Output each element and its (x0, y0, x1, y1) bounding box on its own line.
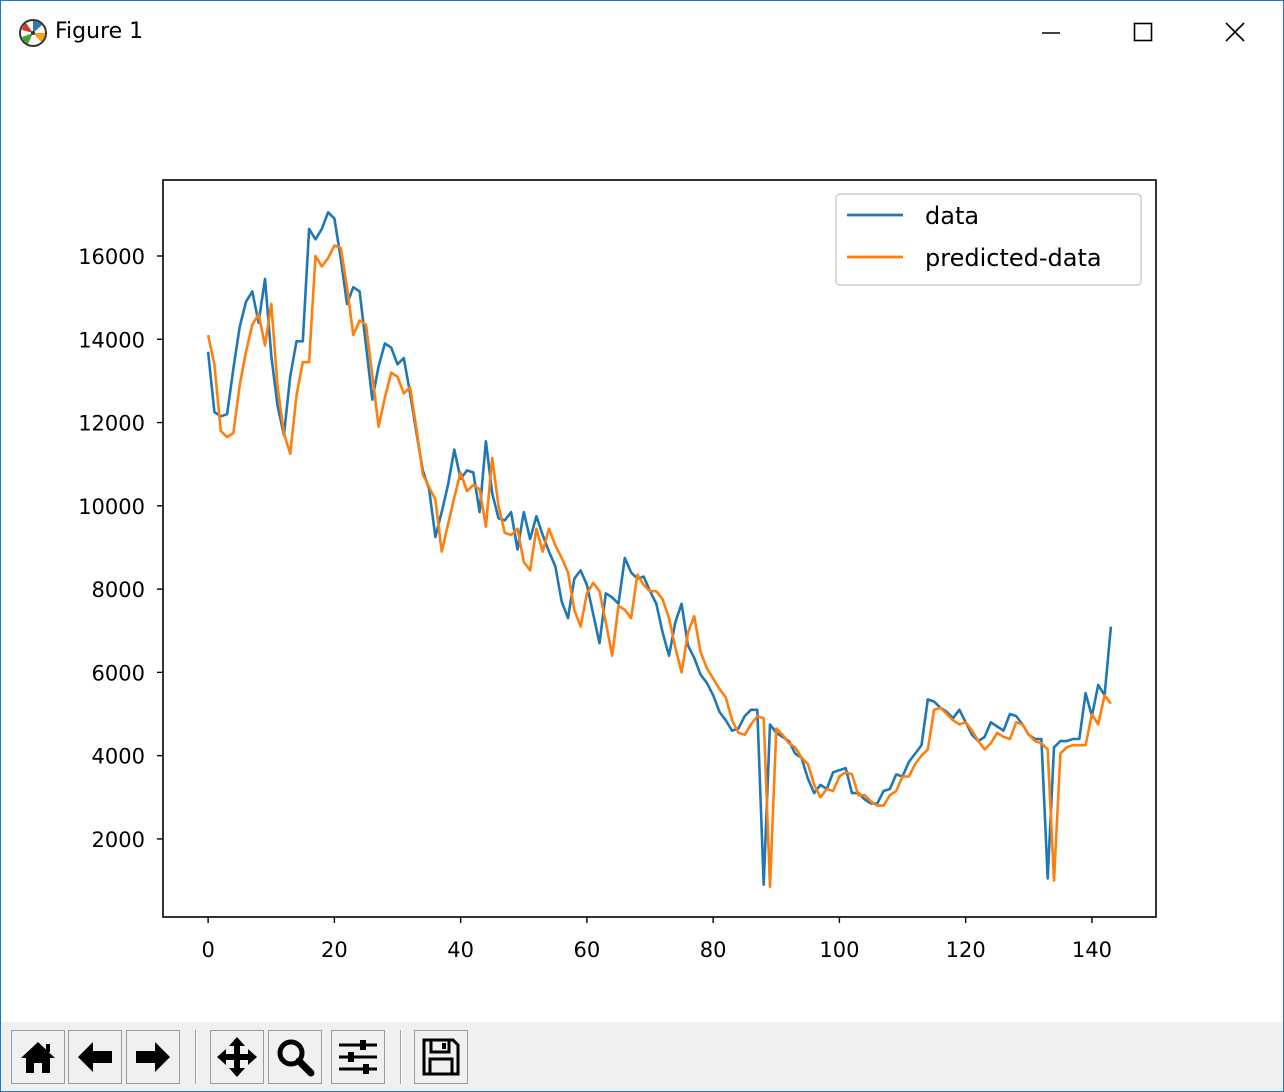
close-button[interactable] (1189, 1, 1281, 63)
y-tick-label: 12000 (78, 412, 145, 436)
home-icon (21, 1042, 55, 1073)
series-line-predicted-data (206, 244, 1112, 889)
navigation-toolbar (1, 1022, 1283, 1091)
pan-button[interactable] (210, 1030, 264, 1084)
axes-frame (162, 179, 1157, 918)
y-tick-label: 4000 (92, 745, 145, 769)
x-tick-label: 20 (321, 938, 348, 962)
magnifier-icon (277, 1039, 315, 1077)
y-tick-label: 10000 (78, 495, 145, 519)
home-button[interactable] (11, 1030, 65, 1084)
y-tick-label: 14000 (78, 328, 145, 352)
toolbar-separator (195, 1030, 197, 1084)
legend-label-predicted-data: predicted-data (925, 244, 1102, 272)
legend (835, 193, 1142, 286)
x-tick-label: 120 (946, 938, 986, 962)
configure-subplots-button[interactable] (331, 1030, 385, 1084)
save-button[interactable] (414, 1030, 468, 1084)
forward-button[interactable] (126, 1030, 180, 1084)
arrow-right-icon (136, 1042, 170, 1072)
y-tick-label: 8000 (92, 578, 145, 602)
move-icon (217, 1037, 257, 1077)
x-tick-label: 100 (819, 938, 859, 962)
arrow-left-icon (78, 1042, 112, 1072)
floppy-icon (422, 1038, 460, 1076)
maximize-icon (1133, 22, 1153, 42)
plot-area (163, 180, 1156, 917)
title-bar[interactable]: Figure 1 (1, 1, 1283, 63)
line-chart[interactable]: 0 20 40 60 80 100 120 140 2000 4000 6000 8000 10000 1… (1, 63, 1283, 1021)
matplotlib-logo-icon (19, 19, 47, 47)
back-button[interactable] (68, 1030, 122, 1084)
toolbar-separator (400, 1030, 402, 1084)
close-icon (1225, 22, 1245, 42)
x-tick-label: 140 (1072, 938, 1112, 962)
minimize-button[interactable] (1005, 1, 1097, 63)
sliders-icon (339, 1040, 377, 1074)
maximize-button[interactable] (1097, 1, 1189, 63)
legend-label-data: data (925, 202, 979, 230)
zoom-button[interactable] (268, 1030, 322, 1084)
x-tick-label: 40 (447, 938, 474, 962)
y-tick-label: 6000 (92, 661, 145, 685)
window-title: Figure 1 (55, 19, 144, 44)
series-line-data (206, 211, 1113, 887)
y-tick-label: 2000 (92, 828, 145, 852)
x-tick-label: 0 (201, 938, 214, 962)
x-tick-label: 80 (700, 938, 727, 962)
x-tick-label: 60 (574, 938, 601, 962)
minimize-icon (1042, 32, 1060, 34)
y-tick-label: 16000 (78, 245, 145, 269)
